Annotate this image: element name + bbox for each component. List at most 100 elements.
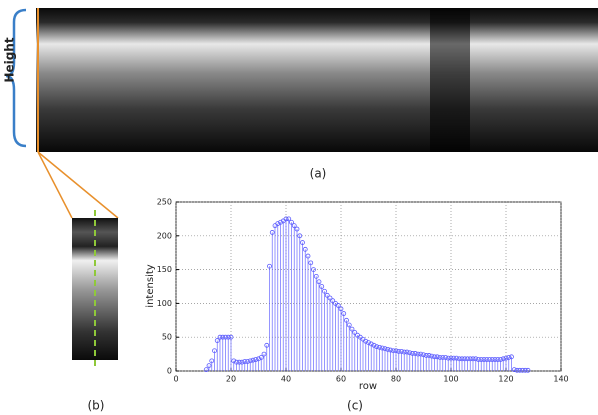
x-tick-label: 40 [281, 375, 291, 384]
stem-marker [399, 348, 404, 354]
stem-marker [522, 367, 528, 373]
stem-marker [382, 346, 388, 352]
stem-marker [264, 342, 270, 348]
stem-marker [286, 216, 292, 222]
stem-marker [322, 288, 327, 294]
stem-marker [520, 367, 525, 373]
stem-marker [511, 367, 517, 373]
stem-marker [401, 349, 407, 355]
stem-marker [368, 341, 374, 347]
stem-marker [346, 322, 352, 328]
stem-marker [352, 330, 358, 335]
stem-marker [245, 359, 250, 364]
stem-marker [514, 367, 520, 373]
stem-marker [487, 357, 492, 362]
stem-marker [418, 351, 424, 357]
stem-marker [313, 273, 319, 279]
stem-marker [503, 355, 509, 361]
stem-marker [415, 351, 421, 357]
stem-marker [311, 267, 316, 273]
stem-marker [467, 356, 473, 362]
stem-marker [448, 355, 454, 361]
stem-marker [305, 253, 311, 259]
stem-marker [498, 357, 503, 362]
stem-marker [489, 357, 495, 362]
x-tick-label: 20 [226, 375, 236, 384]
stem-marker [220, 334, 226, 340]
stem-marker [492, 357, 498, 362]
stem-marker [256, 356, 261, 362]
stem-marker [374, 344, 380, 350]
stem-marker [426, 353, 432, 358]
x-tick-label: 140 [553, 375, 568, 384]
stem-marker [517, 367, 523, 373]
stem-marker [525, 367, 531, 373]
stem-marker [302, 246, 308, 252]
stem-marker [421, 352, 426, 358]
x-axis-label: row [359, 381, 377, 392]
stem-marker [327, 295, 333, 301]
stem-marker [404, 349, 410, 355]
stem-marker [484, 357, 490, 362]
stem-marker [247, 358, 253, 364]
stem-marker [470, 356, 476, 362]
x-tick-label: 120 [498, 375, 513, 384]
stem-marker [454, 355, 459, 361]
y-tick-label: 200 [157, 231, 172, 240]
stem-marker [261, 351, 267, 357]
stem-marker [349, 326, 355, 332]
height-label: Height [3, 37, 17, 82]
x-tick-label: 60 [336, 375, 346, 384]
stem-marker [212, 348, 217, 354]
stem-marker [410, 351, 415, 356]
stem-marker [206, 363, 212, 368]
stem-marker [443, 355, 448, 360]
stem-marker [234, 359, 239, 365]
stem-marker [432, 354, 437, 360]
stem-marker [253, 357, 259, 362]
stem-marker [214, 338, 220, 343]
stem-marker [308, 260, 314, 266]
stem-marker [341, 311, 347, 316]
stem-marker [217, 334, 223, 340]
stem-marker [203, 367, 209, 373]
stem-marker [437, 355, 443, 360]
oct-image [36, 8, 598, 152]
stem-marker [250, 357, 256, 363]
stem-marker [429, 353, 435, 359]
stem-marker [236, 359, 242, 365]
stem-marker [319, 284, 325, 289]
stem-marker [377, 344, 382, 350]
stem-marker [316, 279, 322, 285]
stem-marker [283, 216, 289, 222]
panel-label: (c) [347, 399, 363, 413]
stem-marker [330, 298, 336, 304]
stem-marker [423, 353, 429, 358]
stem-marker [269, 230, 275, 235]
oct-shadow [430, 8, 470, 152]
stem-marker [289, 219, 294, 225]
stem-marker [344, 317, 349, 323]
stem-marker [363, 338, 369, 344]
stem-marker [451, 355, 457, 361]
stem-marker [462, 356, 468, 362]
stem-marker [242, 359, 248, 364]
stem-marker [478, 357, 484, 362]
stem-marker [473, 356, 479, 362]
panel-label: (b) [88, 399, 105, 413]
stem-marker [267, 263, 272, 269]
stem-marker [258, 355, 264, 360]
stem-marker [385, 346, 391, 352]
stem-marker [294, 226, 300, 232]
stem-marker [239, 359, 245, 365]
stem-marker [291, 223, 297, 229]
stem-marker [371, 342, 377, 348]
stem-marker [278, 219, 283, 225]
panel-label: (a) [310, 167, 327, 181]
stem-marker [407, 350, 413, 356]
stem-marker [297, 233, 303, 239]
stem-marker [481, 357, 487, 362]
y-axis-label: intensity [145, 264, 156, 307]
x-tick-label: 100 [443, 375, 458, 384]
